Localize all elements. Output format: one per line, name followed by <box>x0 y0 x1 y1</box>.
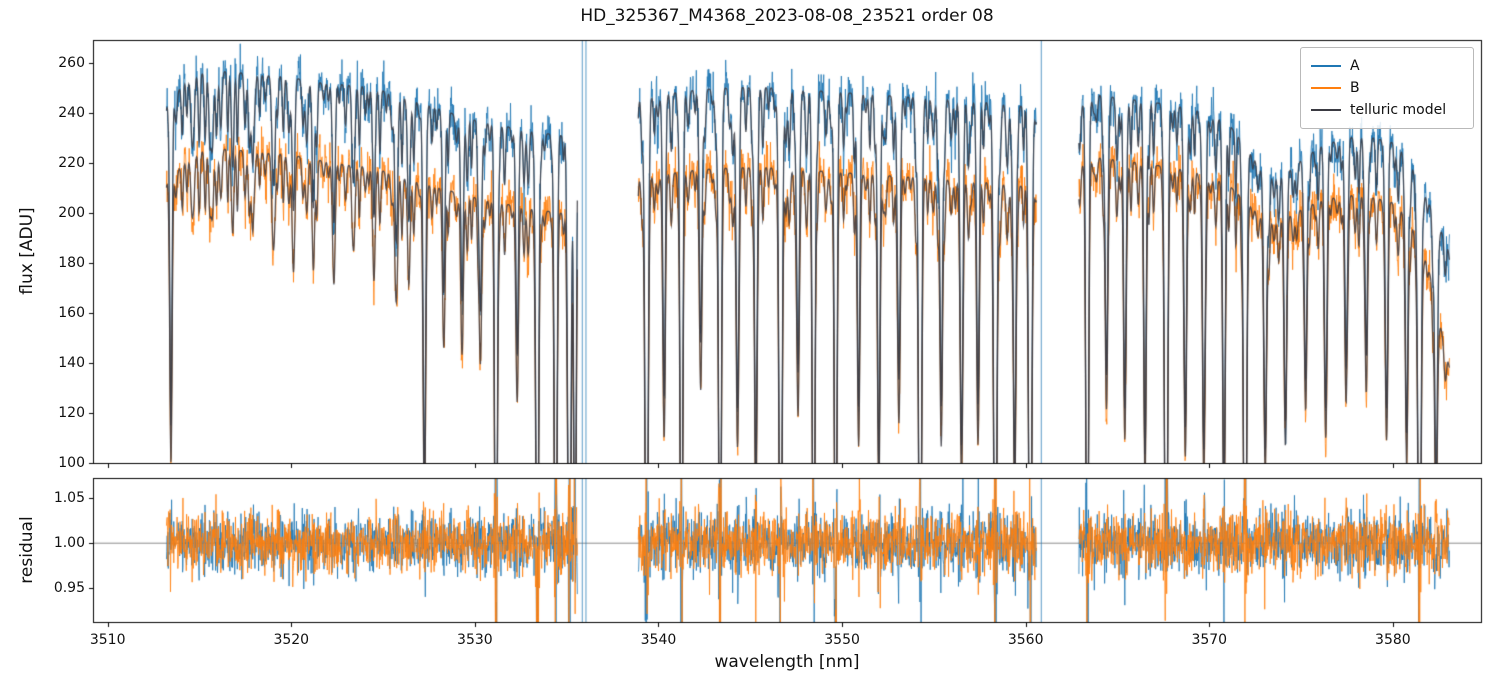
chart-title: HD_325367_M4368_2023-08-08_23521 order 0… <box>580 6 994 26</box>
x-tick-label: 3510 <box>89 632 126 648</box>
flux-tick-label: 120 <box>58 404 85 421</box>
x-tick-label: 3570 <box>1191 632 1228 648</box>
x-tick-label: 3530 <box>457 632 493 648</box>
residual-tick-label: 1.00 <box>53 535 85 552</box>
legend-entry-a: A <box>1311 55 1461 77</box>
flux-tick-label: 220 <box>58 154 85 171</box>
legend-line-sample <box>1311 65 1341 67</box>
x-tick-label: 3540 <box>640 632 677 648</box>
flux-tick-label: 260 <box>58 54 85 71</box>
residual-tick-label: 0.95 <box>53 580 85 597</box>
legend-entry-label: B <box>1350 80 1360 96</box>
legend-line-sample <box>1311 109 1341 111</box>
residual-tick-label: 1.05 <box>53 489 85 506</box>
legend-entry-label: telluric model <box>1350 102 1447 118</box>
flux-tick-label: 140 <box>58 354 85 371</box>
flux-tick-label: 160 <box>58 304 85 321</box>
flux-tick-label: 240 <box>58 104 85 121</box>
legend-entry-b: B <box>1311 77 1461 99</box>
flux-tick-label: 180 <box>58 254 85 271</box>
x-tick-label: 3580 <box>1375 632 1411 648</box>
x-tick-label: 3520 <box>273 632 310 648</box>
x-axis-label: wavelength [nm] <box>714 652 860 672</box>
x-tick-label: 3550 <box>824 632 860 648</box>
flux-tick-label: 100 <box>58 455 85 471</box>
legend-entry-label: A <box>1350 58 1360 74</box>
legend-line-sample <box>1311 87 1341 89</box>
legend-entry-telluric-model: telluric model <box>1311 99 1461 121</box>
flux-tick-label: 200 <box>58 204 85 221</box>
x-tick-label: 3560 <box>1007 632 1044 648</box>
